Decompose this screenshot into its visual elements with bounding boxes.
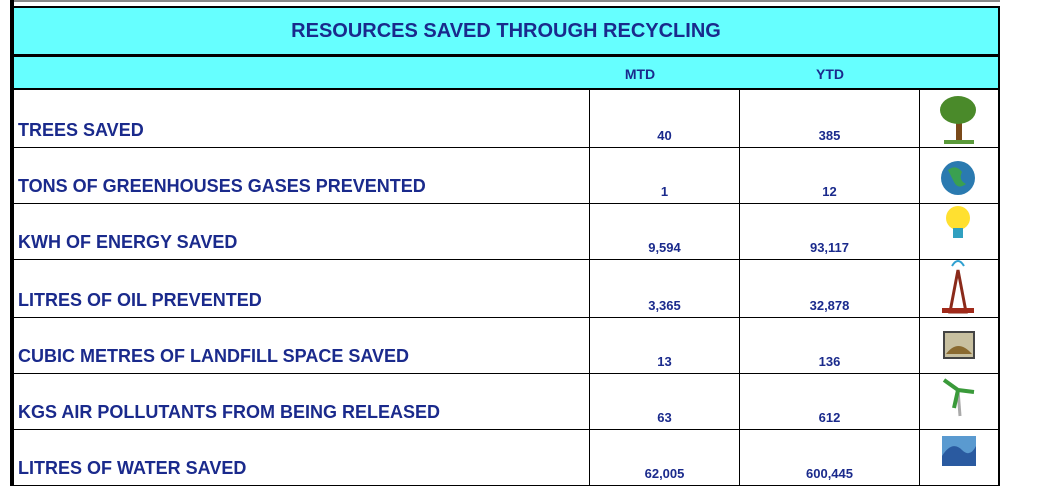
bulb-icon (946, 206, 970, 238)
landfill-icon (944, 332, 974, 358)
mtd-value: 9,594 (590, 204, 740, 260)
ytd-value: 32,878 (740, 260, 920, 318)
icons (920, 90, 1000, 486)
mtd-value: 40 (590, 90, 740, 148)
title: RESOURCES SAVED THROUGH RECYCLING (12, 6, 1000, 56)
mtd-value: 3,365 (590, 260, 740, 318)
row-label: KWH OF ENERGY SAVED (12, 204, 590, 260)
wind-turbine-icon (944, 380, 974, 416)
ytd-value: 93,117 (740, 204, 920, 260)
mtd-value: 13 (590, 318, 740, 374)
ytd-value: 385 (740, 90, 920, 148)
oil-rig-icon (942, 261, 974, 313)
row-label: KGS AIR POLLUTANTS FROM BEING RELEASED (12, 374, 590, 430)
ytd-value: 12 (740, 148, 920, 204)
globe-icon (941, 161, 975, 195)
water-icon (942, 436, 976, 466)
row-label: LITRES OF OIL PREVENTED (12, 260, 590, 318)
mtd-value: 62,005 (590, 430, 740, 486)
top-rule (12, 0, 1000, 2)
ytd-value: 612 (740, 374, 920, 430)
ytd-value: 136 (740, 318, 920, 374)
mtd-value: 1 (590, 148, 740, 204)
mtd-value: 63 (590, 374, 740, 430)
column-header: MTD (590, 62, 690, 86)
row-label: TREES SAVED (12, 90, 590, 148)
page: RESOURCES SAVED THROUGH RECYCLING MTD YT… (0, 0, 1040, 486)
column-header: YTD (780, 62, 880, 86)
ytd-value: 600,445 (740, 430, 920, 486)
tree-icon (940, 96, 976, 144)
row-label: TONS OF GREENHOUSES GASES PREVENTED (12, 148, 590, 204)
row-label: LITRES OF WATER SAVED (12, 430, 590, 486)
row-label: CUBIC METRES OF LANDFILL SPACE SAVED (12, 318, 590, 374)
